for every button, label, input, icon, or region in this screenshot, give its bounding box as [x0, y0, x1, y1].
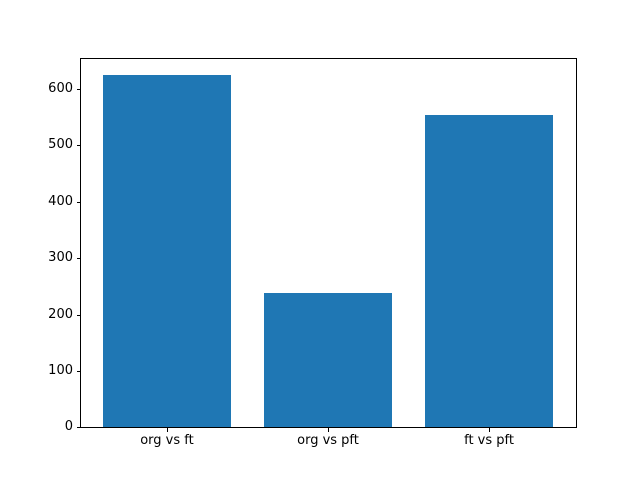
x-tick-mark — [328, 428, 329, 432]
y-tick-mark — [76, 201, 80, 203]
y-tick-label: 0 — [64, 419, 73, 435]
x-tick-mark — [489, 428, 491, 432]
y-tick-mark — [76, 370, 80, 372]
bar-ft-vs-pft — [424, 114, 554, 428]
y-tick-mark — [76, 258, 80, 260]
y-tick-mark — [76, 314, 80, 316]
x-tick-label-org-vs-ft: org vs ft — [140, 433, 194, 449]
x-tick-label-ft-vs-pft: ft vs pft — [464, 433, 514, 449]
y-tick-label: 300 — [48, 250, 73, 266]
y-tick-label: 500 — [48, 137, 73, 153]
bar-org-vs-ft — [102, 75, 232, 428]
bar-org-vs-pft — [263, 293, 393, 428]
x-tick-mark — [166, 428, 168, 432]
y-tick-mark — [76, 89, 80, 91]
y-tick-label: 100 — [48, 362, 73, 378]
y-tick-mark — [76, 427, 80, 429]
y-tick-label: 200 — [48, 306, 73, 322]
y-tick-mark — [76, 145, 80, 147]
y-tick-label: 600 — [48, 81, 73, 97]
y-tick-label: 400 — [48, 193, 73, 209]
x-tick-label-org-vs-pft: org vs pft — [297, 433, 359, 449]
